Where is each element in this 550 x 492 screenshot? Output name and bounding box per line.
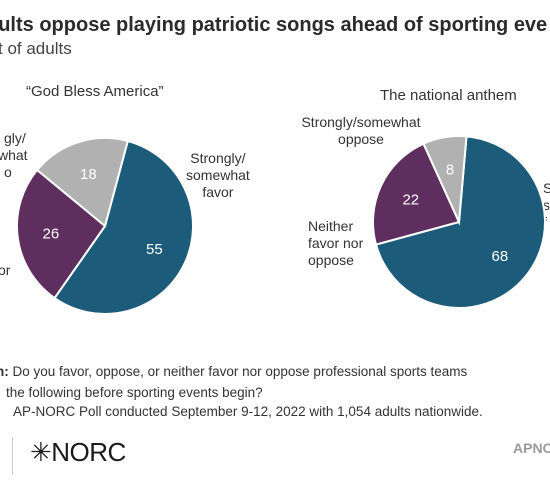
question-note-line-2: the following before sporting events beg… — [6, 385, 263, 400]
pie-title-god-bless-america: “God Bless America” — [26, 83, 164, 100]
question-note-line-1: n: Do you favor, oppose, or neither favo… — [0, 364, 467, 379]
pie-2-slice-2 — [372, 142, 461, 246]
source-note: AP-NORC Poll conducted September 9-12, 2… — [13, 404, 483, 419]
label-neither-2-line-3: oppose — [308, 252, 354, 268]
pie-1-value-label-1: 55 — [146, 241, 163, 258]
pie-2-slice-1 — [374, 135, 546, 309]
label-oppose-2-line-1: Strongly/somewhat — [301, 114, 421, 130]
label-neither-2: Neither favor nor oppose — [308, 218, 363, 269]
pie-1-slice-1 — [53, 139, 194, 315]
label-neither-1: or — [0, 262, 11, 278]
label-oppose-2: Strongly/somewhat oppose — [296, 114, 426, 148]
label-oppose-1: gly/ what o — [0, 130, 28, 181]
label-favor-1-line-1: Strongly/ — [190, 150, 246, 166]
pie-1-slice-2 — [15, 168, 107, 300]
pie-2-slice-3 — [422, 135, 468, 226]
label-oppose-1-line-3: o — [4, 164, 12, 180]
label-favor-1-line-2: somewhat — [186, 167, 250, 183]
page-title: dults oppose playing patriotic songs ahe… — [0, 14, 548, 36]
label-favor-1-line-3: favor — [202, 184, 234, 200]
pie-2-value-label-3: 8 — [446, 161, 454, 178]
label-neither-2-line-2: favor nor — [308, 235, 364, 251]
pie-1-value-label-3: 18 — [80, 166, 97, 183]
pie-2-value-label-1: 68 — [492, 248, 509, 265]
question-note-prefix: n: — [0, 364, 9, 379]
label-oppose-1-line-2: what — [0, 147, 28, 163]
label-favor-1: Strongly/ somewhat favor — [186, 150, 250, 201]
question-note-text: Do you favor, oppose, or neither favor n… — [8, 364, 468, 379]
label-oppose-1-line-1: gly/ — [4, 130, 26, 146]
label-neither-2-line-1: Neither — [308, 218, 354, 234]
pie-1-value-label-2: 26 — [43, 225, 60, 242]
label-favor-2-line-2: s — [543, 197, 550, 213]
label-favor-2-line-1: S — [543, 180, 550, 196]
pie-1-slice-3 — [35, 137, 130, 228]
pie-2-value-label-2: 22 — [402, 191, 419, 208]
footer-divider — [12, 437, 13, 475]
label-oppose-2-line-2: oppose — [338, 131, 384, 147]
page-subtitle: t of adults — [0, 39, 72, 58]
pie-title-national-anthem: The national anthem — [380, 87, 517, 104]
apnorc-logo: APNO — [513, 440, 550, 456]
norc-logo: ✳NORC — [30, 437, 126, 467]
